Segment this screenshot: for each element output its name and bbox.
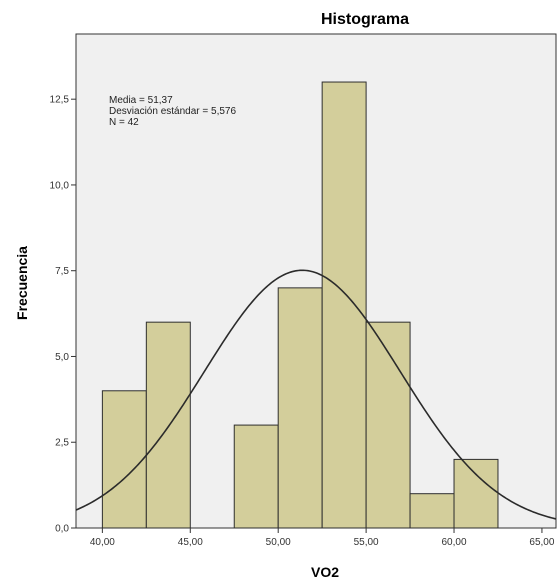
stats-annotation: Media = 51,37 Desviación estándar = 5,57…: [109, 95, 236, 128]
histogram-bar-4: [277, 287, 323, 529]
bars-group: [101, 81, 499, 529]
x-tick-label: 40,00: [90, 537, 115, 548]
y-axis-label: Frecuencia: [14, 246, 30, 320]
histogram-bar-8: [453, 458, 499, 529]
y-tick-label: 0,0: [55, 524, 69, 535]
histogram-bar-6: [365, 321, 411, 529]
histogram-bar-7: [409, 493, 455, 529]
stats-std-dev: Desviación estándar = 5,576: [109, 106, 236, 117]
stats-mean: Media = 51,37: [109, 95, 173, 106]
normal-curve: [75, 269, 557, 520]
y-tick-label: 5,0: [55, 352, 69, 363]
y-tick-label: 10,0: [50, 180, 70, 191]
y-tick-label: 12,5: [50, 95, 70, 106]
histogram-bar-3: [233, 424, 279, 529]
histogram-bar-5: [321, 81, 367, 529]
y-tick-label: 7,5: [55, 266, 69, 277]
x-axis-label: VO2: [311, 564, 339, 580]
histogram-bar-0: [101, 390, 147, 529]
x-tick-label: 55,00: [354, 537, 379, 548]
x-tick-label: 65,00: [529, 537, 554, 548]
y-tick-label: 2,5: [55, 438, 69, 449]
axes: 0,0 2,5 5,0 7,5 10,0 12,5 40,00 45,00 50,00 55,00…: [50, 95, 555, 548]
x-tick-label: 60,00: [442, 537, 467, 548]
x-tick-label: 50,00: [266, 537, 291, 548]
histogram-bar-1: [145, 321, 191, 529]
x-tick-label: 45,00: [178, 537, 203, 548]
stats-n: N = 42: [109, 117, 139, 128]
chart-title: Histograma: [321, 11, 409, 28]
